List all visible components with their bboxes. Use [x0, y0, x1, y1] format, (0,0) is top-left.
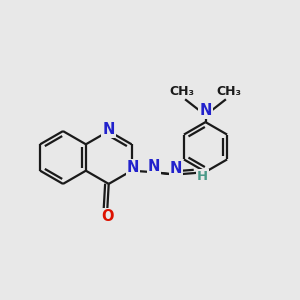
Text: CH₃: CH₃	[216, 85, 242, 98]
Text: N: N	[148, 159, 160, 174]
Text: N: N	[199, 103, 212, 118]
Text: N: N	[127, 160, 139, 175]
Text: H: H	[197, 169, 208, 183]
Text: N: N	[103, 122, 115, 137]
Text: O: O	[101, 209, 113, 224]
Text: N: N	[170, 161, 182, 176]
Text: CH₃: CH₃	[169, 85, 195, 98]
